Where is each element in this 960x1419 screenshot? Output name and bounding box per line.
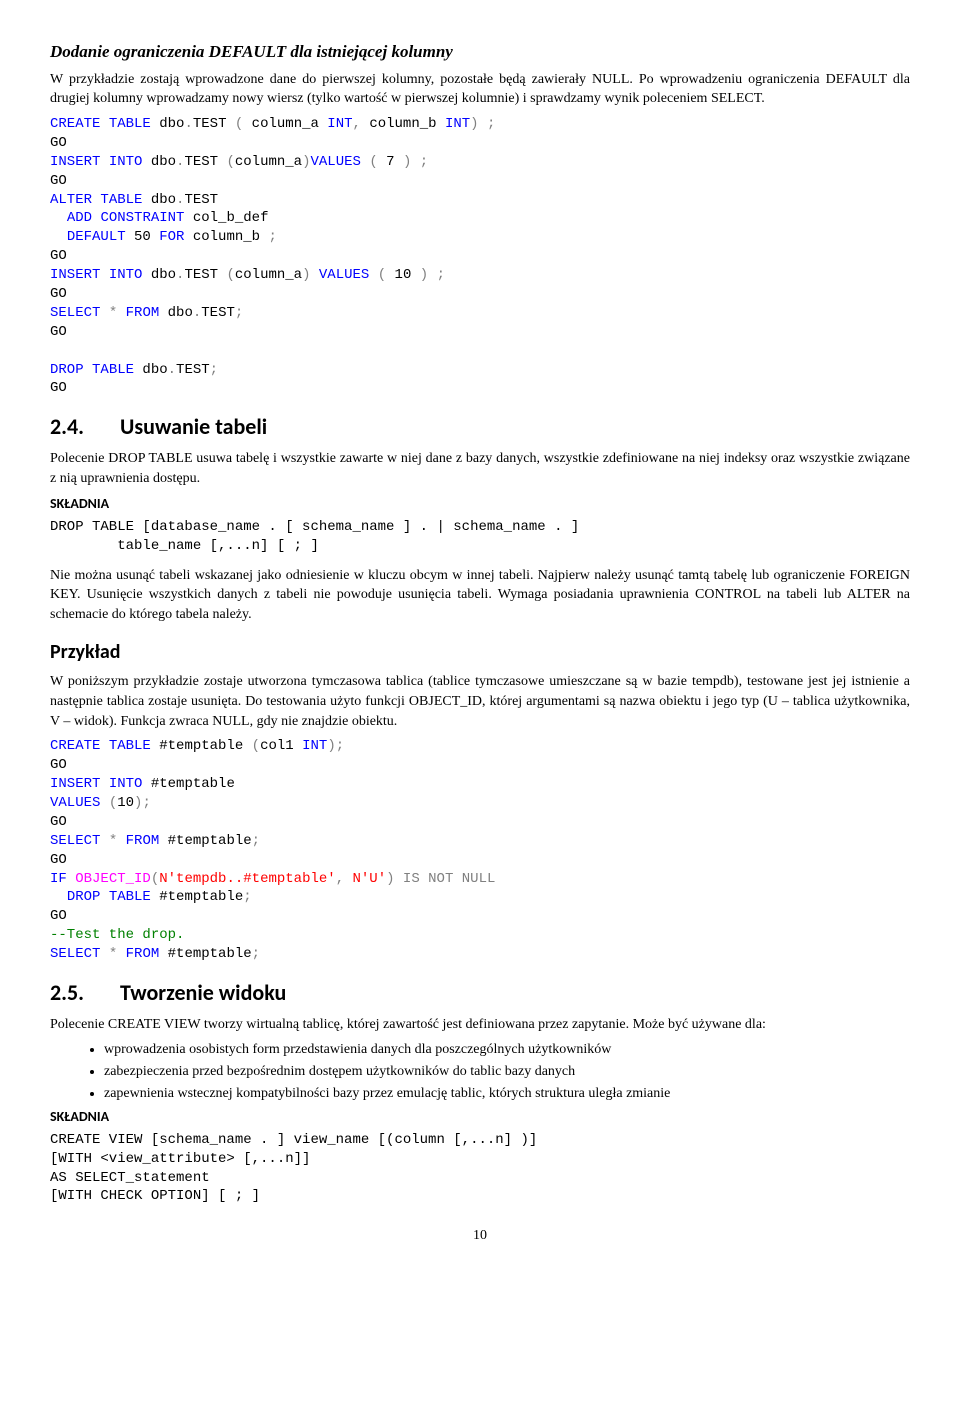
paragraph-view-desc: Polecenie CREATE VIEW tworzy wirtualną t… [50,1015,910,1035]
paragraph-intro-1: W przykładzie zostają wprowadzone dane d… [50,70,910,109]
section-heading-default: Dodanie ograniczenia DEFAULT dla istniej… [50,40,910,64]
section-num: 2.5. [50,978,120,1009]
code-block-1: CREATE TABLE dbo.TEST ( column_a INT, co… [50,115,910,398]
section-title: Tworzenie widoku [120,979,286,1006]
syntax-block-1: DROP TABLE [database_name . [ schema_nam… [50,518,910,556]
paragraph-drop-desc: Polecenie DROP TABLE usuwa tabelę i wszy… [50,449,910,488]
page-number: 10 [50,1226,910,1246]
code-block-2: CREATE TABLE #temptable (col1 INT); GO I… [50,737,910,964]
section-title: Usuwanie tabeli [120,413,267,440]
section-heading-2-5: 2.5.Tworzenie widoku [50,978,910,1009]
skladnia-label-1: SKŁADNIA [50,494,910,514]
list-item: zapewnienia wstecznej kompatybilności ba… [104,1084,910,1104]
syntax-block-2: CREATE VIEW [schema_name . ] view_name [… [50,1131,910,1207]
paragraph-drop-note: Nie można usunąć tabeli wskazanej jako o… [50,566,910,625]
skladnia-label-2: SKŁADNIA [50,1107,910,1127]
list-item: zabezpieczenia przed bezpośrednim dostęp… [104,1062,910,1082]
przyklad-label: Przykład [50,638,910,666]
bullet-list: wprowadzenia osobistych form przedstawie… [50,1040,910,1103]
paragraph-example-desc: W poniższym przykładzie zostaje utworzon… [50,672,910,731]
list-item: wprowadzenia osobistych form przedstawie… [104,1040,910,1060]
section-num: 2.4. [50,412,120,443]
section-heading-2-4: 2.4.Usuwanie tabeli [50,412,910,443]
